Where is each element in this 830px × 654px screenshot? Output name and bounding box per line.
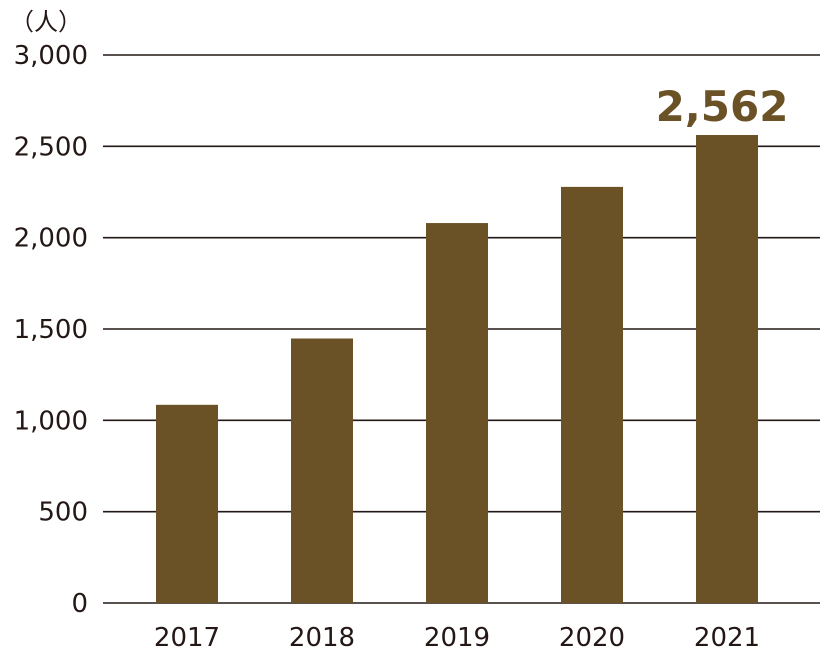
bar — [291, 338, 353, 603]
x-tick-label: 2018 — [289, 623, 355, 653]
x-tick-label: 2019 — [424, 623, 490, 653]
y-tick-label: 2,500 — [14, 132, 88, 162]
y-tick-label: 2,000 — [14, 224, 88, 254]
y-axis-tick-labels: 0 500 1,000 1,500 2,000 2,500 3,000 — [14, 41, 88, 619]
data-labels: 2,562 — [656, 82, 789, 131]
bar — [156, 404, 218, 603]
bars — [156, 135, 758, 604]
bar — [696, 135, 758, 603]
y-tick-label: 3,000 — [14, 41, 88, 71]
bar — [561, 186, 623, 604]
y-axis-unit-label: （人） — [10, 8, 82, 36]
x-axis-tick-labels: 2017 2018 2019 2020 2021 — [154, 623, 760, 653]
x-tick-label: 2017 — [154, 623, 220, 653]
y-tick-label: 1,500 — [14, 315, 88, 345]
x-tick-label: 2020 — [559, 623, 625, 653]
y-tick-label: 1,000 — [14, 406, 88, 436]
bar — [426, 223, 488, 603]
y-tick-label: 500 — [38, 498, 88, 528]
y-tick-label: 0 — [71, 589, 88, 619]
x-tick-label: 2021 — [694, 623, 760, 653]
data-label: 2,562 — [656, 82, 789, 131]
